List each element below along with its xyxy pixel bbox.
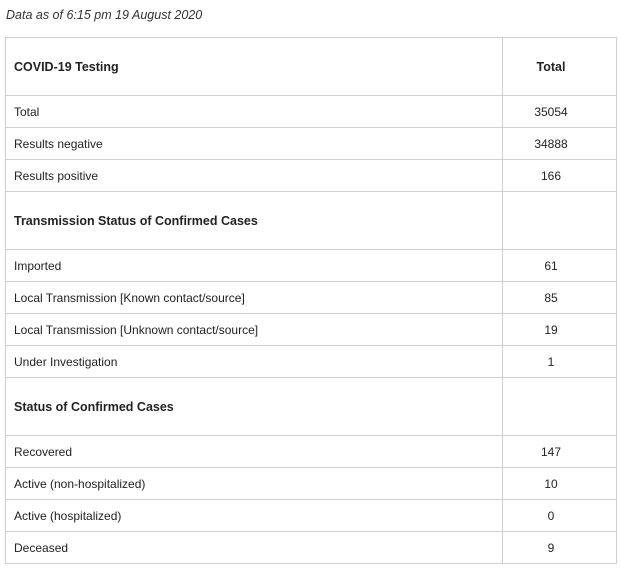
section-title: Transmission Status of Confirmed Cases — [5, 191, 503, 250]
row-label: Local Transmission [Known contact/source… — [5, 281, 503, 314]
table-row: Results negative 34888 — [5, 127, 617, 160]
table-row: Results positive 166 — [5, 159, 617, 192]
table-row: Active (hospitalized) 0 — [5, 499, 617, 532]
row-value: 61 — [502, 249, 617, 282]
covid-stats-table: COVID-19 Testing Total Total 35054 Results… — [5, 37, 617, 564]
row-value: 10 — [502, 467, 617, 500]
row-value: 35054 — [502, 95, 617, 128]
row-value: 19 — [502, 313, 617, 346]
row-label: Results negative — [5, 127, 503, 160]
data-timestamp: Data as of 6:15 pm 19 August 2020 — [6, 8, 203, 22]
table-row: Total 35054 — [5, 95, 617, 128]
row-value: 9 — [502, 531, 617, 564]
row-label: Recovered — [5, 435, 503, 468]
table-row: Imported 61 — [5, 249, 617, 282]
row-value: 34888 — [502, 127, 617, 160]
row-label: Local Transmission [Unknown contact/sour… — [5, 313, 503, 346]
empty-cell — [502, 377, 617, 436]
section-header: Transmission Status of Confirmed Cases — [5, 191, 617, 250]
table-row: Active (non-hospitalized) 10 — [5, 467, 617, 500]
empty-cell — [502, 191, 617, 250]
row-label: Active (hospitalized) — [5, 499, 503, 532]
row-value: 1 — [502, 345, 617, 378]
row-value: 85 — [502, 281, 617, 314]
row-value: 166 — [502, 159, 617, 192]
row-label: Active (non-hospitalized) — [5, 467, 503, 500]
header-label: COVID-19 Testing — [5, 37, 503, 96]
section-title: Status of Confirmed Cases — [5, 377, 503, 436]
row-label: Deceased — [5, 531, 503, 564]
header-total: Total — [502, 37, 617, 96]
table-row: Deceased 9 — [5, 531, 617, 564]
table-row: Under Investigation 1 — [5, 345, 617, 378]
row-label: Imported — [5, 249, 503, 282]
table-header-row: COVID-19 Testing Total — [5, 37, 617, 96]
row-label: Total — [5, 95, 503, 128]
table-row: Local Transmission [Unknown contact/sour… — [5, 313, 617, 346]
table-row: Local Transmission [Known contact/source… — [5, 281, 617, 314]
row-label: Under Investigation — [5, 345, 503, 378]
row-label: Results positive — [5, 159, 503, 192]
row-value: 147 — [502, 435, 617, 468]
table-row: Recovered 147 — [5, 435, 617, 468]
row-value: 0 — [502, 499, 617, 532]
section-header: Status of Confirmed Cases — [5, 377, 617, 436]
